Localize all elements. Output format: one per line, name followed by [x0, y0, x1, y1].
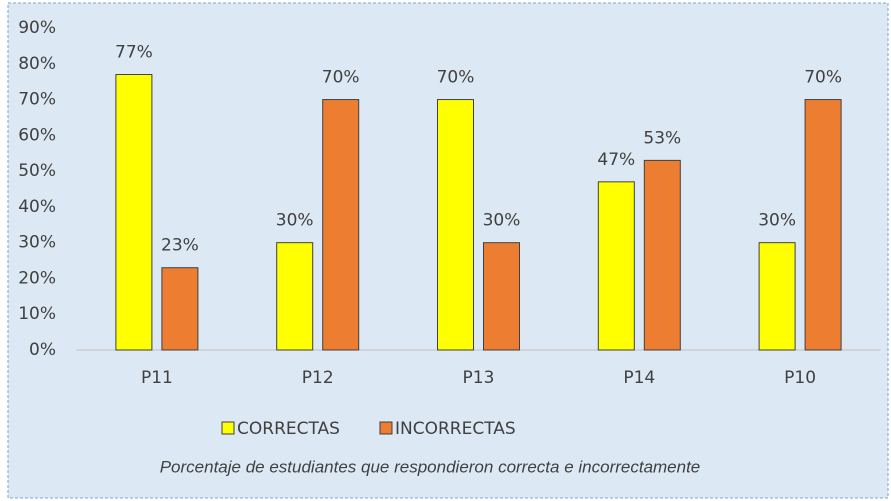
data-label: 53%	[643, 128, 681, 148]
data-label: 70%	[804, 68, 842, 88]
data-label: 70%	[437, 68, 475, 88]
bar	[483, 242, 520, 351]
bar	[161, 267, 199, 351]
data-label: 30%	[276, 211, 314, 231]
legend-label: INCORRECTAS	[395, 419, 516, 439]
bar	[643, 159, 681, 351]
y-tick-label: 30%	[18, 233, 56, 253]
x-tick-label: P10	[784, 368, 816, 388]
data-label: 30%	[758, 211, 796, 231]
bar	[276, 242, 314, 351]
y-tick-label: 0%	[29, 340, 56, 360]
x-tick-label: P13	[463, 368, 495, 388]
y-tick-label: 50%	[18, 161, 56, 181]
data-label: 47%	[597, 150, 635, 170]
data-label: 70%	[322, 68, 360, 88]
legend-swatch	[221, 421, 235, 435]
legend-label: CORRECTAS	[237, 419, 340, 439]
y-tick-label: 80%	[18, 54, 56, 74]
x-tick-label: P11	[141, 368, 173, 388]
data-label: 77%	[115, 43, 153, 63]
y-tick-label: 20%	[18, 268, 56, 288]
bar	[758, 242, 796, 351]
bar	[597, 181, 635, 351]
data-label: 30%	[483, 211, 521, 231]
x-tick-label: P12	[302, 368, 334, 388]
legend-swatch	[379, 421, 393, 435]
y-tick-label: 10%	[18, 304, 56, 324]
bar	[322, 99, 360, 351]
y-tick-label: 40%	[18, 197, 56, 217]
caption: Porcentaje de estudiantes que respondier…	[160, 457, 701, 476]
x-tick-label: P14	[623, 368, 655, 388]
bar	[804, 99, 842, 351]
bar	[437, 99, 474, 351]
bar	[115, 74, 153, 351]
y-tick-label: 60%	[18, 125, 56, 145]
data-label: 23%	[161, 236, 199, 256]
y-tick-label: 90%	[18, 18, 56, 38]
y-tick-label: 70%	[18, 90, 56, 110]
